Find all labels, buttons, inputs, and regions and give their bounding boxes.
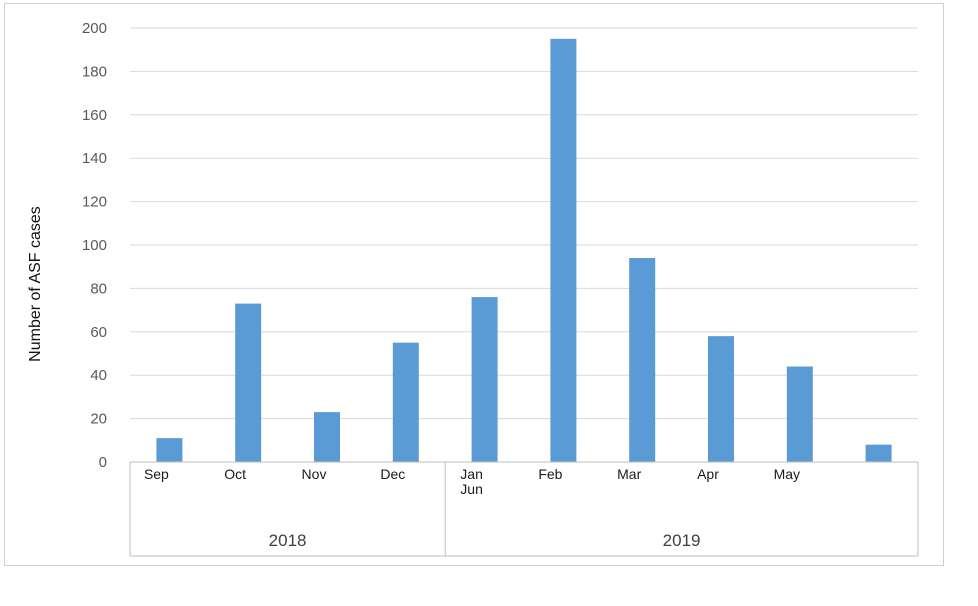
y-tick-label: 20 <box>90 411 107 428</box>
y-tick-label: 0 <box>99 454 107 471</box>
bar-nov <box>314 412 340 462</box>
y-tick-label: 160 <box>82 107 107 124</box>
y-tick-label: 60 <box>90 324 107 341</box>
y-tick-label: 40 <box>90 367 107 384</box>
bar-oct <box>235 303 262 462</box>
bar-jan <box>471 297 498 462</box>
x-tick-label: Apr <box>697 466 719 482</box>
bar-feb <box>550 38 577 462</box>
x-tick-label: Dec <box>380 466 405 482</box>
bar-jun <box>865 444 892 462</box>
y-tick-label: 80 <box>90 280 107 297</box>
year-group-label: 2018 <box>269 531 307 550</box>
chart-frame <box>4 3 944 566</box>
category-axis <box>129 461 919 557</box>
y-tick-label: 100 <box>82 237 107 254</box>
y-tick-label: 180 <box>82 63 107 80</box>
x-tick-labels: Sep Oct Nov Dec Jan Feb Mar Apr May Jun <box>144 466 800 497</box>
bar-apr <box>708 336 734 462</box>
bars <box>156 38 892 462</box>
x-tick-label: Feb <box>538 466 562 482</box>
year-group-labels: 2018 2019 <box>269 531 701 550</box>
y-tick-label: 140 <box>82 150 107 167</box>
bar-may <box>786 366 813 462</box>
x-tick-label: May <box>774 466 800 482</box>
x-tick-label: Oct <box>224 466 246 482</box>
y-tick-labels: 0 20 40 60 80 100 120 140 160 180 200 <box>82 20 107 471</box>
x-tick-label: Jan <box>460 466 483 482</box>
y-axis-label: Number of ASF cases <box>27 206 44 362</box>
bar-mar <box>629 258 656 462</box>
x-tick-label: Jun <box>460 481 483 497</box>
year-group-label: 2019 <box>663 531 701 550</box>
x-tick-label: Mar <box>617 466 641 482</box>
y-tick-label: 120 <box>82 194 107 211</box>
x-tick-label: Nov <box>302 466 327 482</box>
bar-dec <box>392 342 419 462</box>
x-tick-label: Sep <box>144 466 169 482</box>
bar-sep <box>156 438 183 462</box>
y-tick-label: 200 <box>82 20 107 37</box>
